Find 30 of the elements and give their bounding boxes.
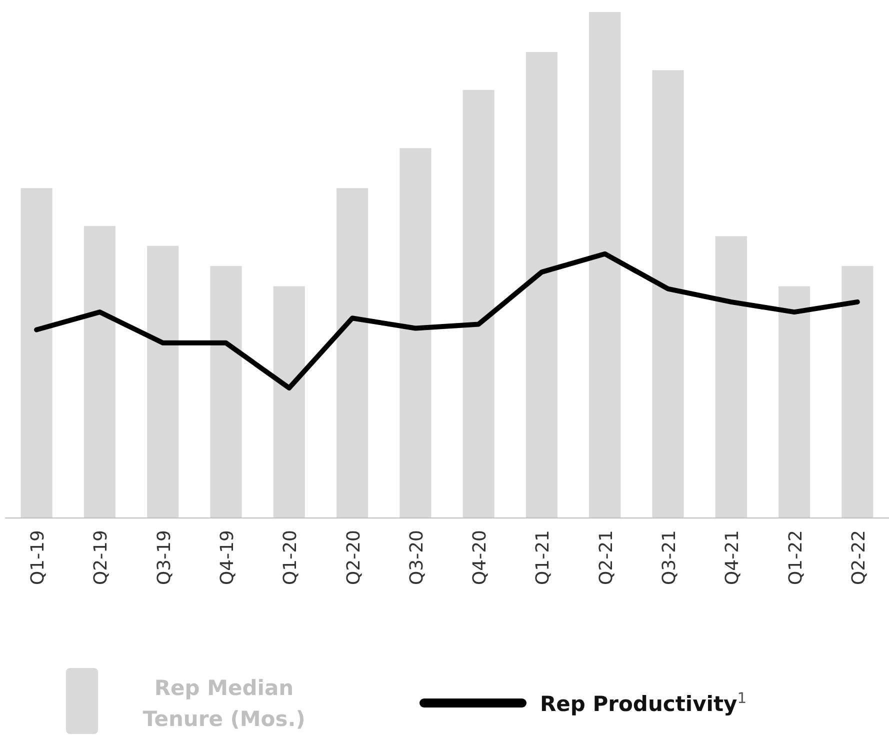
legend-label: Rep Productivity$^{1}$ xyxy=(540,690,747,716)
bar xyxy=(273,286,305,518)
x-tick-label: Q2-19 xyxy=(90,530,112,586)
x-tick-label: Q2-20 xyxy=(343,530,364,586)
bar xyxy=(652,70,684,518)
bar xyxy=(842,266,874,518)
text: Rep Median Tenure (Mos.) xyxy=(142,676,306,731)
bar xyxy=(462,90,494,518)
x-tick-label: Q3-20 xyxy=(406,530,428,586)
x-tick-label: Q4-19 xyxy=(217,530,238,586)
bar xyxy=(778,286,810,518)
bar xyxy=(336,188,368,518)
x-tick-label: Q1-21 xyxy=(532,530,554,586)
x-tick-label: Q1-20 xyxy=(280,530,302,586)
bar xyxy=(147,246,179,518)
x-tick-label: Q2-21 xyxy=(596,530,617,586)
x-tick-label: Q4-21 xyxy=(722,530,744,586)
x-tick-label: Q3-19 xyxy=(154,530,175,586)
x-tick-label: Q1-19 xyxy=(28,530,49,586)
bar xyxy=(589,12,621,518)
x-tick-label: Q4-20 xyxy=(470,530,491,586)
x-tick-label: Q1-22 xyxy=(785,530,806,586)
x-tick-label: Q2-22 xyxy=(848,530,870,586)
bar xyxy=(210,266,242,518)
bar xyxy=(20,188,52,518)
bar xyxy=(526,52,558,518)
bar xyxy=(715,236,747,518)
x-tick-label: Q3-21 xyxy=(659,530,680,586)
bar xyxy=(84,226,116,518)
bar xyxy=(400,148,432,518)
